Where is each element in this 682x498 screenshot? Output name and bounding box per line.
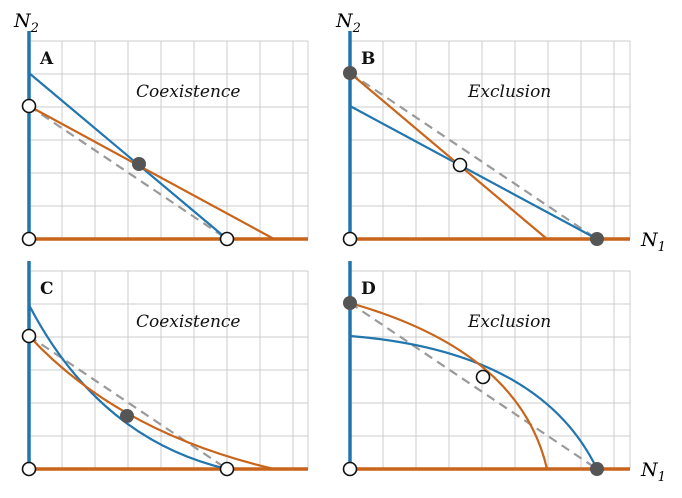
y-axis-label-top-right: N2 (335, 10, 361, 36)
x-axis-label-main: N (640, 229, 659, 251)
neutral-line (28, 105, 228, 240)
unstable-equilibrium (452, 157, 468, 173)
stable-equilibrium (590, 462, 604, 476)
neutral-line (28, 335, 228, 470)
panel-b: B Exclusion (342, 31, 631, 247)
x-axis-label-sub: 1 (658, 240, 666, 255)
unstable-equilibrium (21, 98, 37, 114)
panel-c: C Coexistence (21, 261, 309, 477)
grid (349, 270, 631, 470)
y-axis-label-main: N (335, 10, 354, 32)
regime-label: Exclusion (467, 82, 551, 102)
panel-letter: C (40, 279, 54, 299)
x-axis-label-top: N1 (640, 229, 666, 255)
unstable-equilibrium (475, 369, 491, 385)
unstable-equilibrium (21, 231, 37, 247)
nullcline-species-1 (349, 334, 598, 470)
grid (349, 40, 631, 240)
stable-equilibrium (120, 409, 134, 423)
panel-d: D Exclusion (342, 261, 631, 477)
regime-label: Coexistence (136, 312, 240, 332)
panel-letter: B (361, 49, 375, 69)
x-axis-label-main: N (640, 459, 659, 481)
y-axis-label-sub: 2 (352, 21, 361, 36)
x-axis-label-bottom: N1 (640, 459, 666, 485)
regime-label: Exclusion (467, 312, 551, 332)
grid (28, 270, 309, 470)
unstable-equilibrium (21, 328, 37, 344)
unstable-equilibrium (342, 461, 358, 477)
panel-letter: A (39, 49, 54, 69)
nullcline-species-2 (28, 335, 275, 471)
neutral-line (349, 72, 598, 240)
nullcline-species-2 (28, 105, 275, 240)
x-axis-label-sub: 1 (658, 470, 666, 485)
y-axis-label-top-left: N2 (13, 10, 39, 36)
nullcline-species-1 (28, 72, 228, 240)
regime-label: Coexistence (136, 82, 240, 102)
unstable-equilibrium (342, 231, 358, 247)
stable-equilibrium (343, 296, 357, 310)
stable-equilibrium (343, 66, 357, 80)
unstable-equilibrium (219, 231, 235, 247)
nullcline-species-1 (28, 304, 228, 471)
nullcline-species-2 (349, 301, 549, 470)
unstable-equilibrium (21, 461, 37, 477)
panel-letter: D (361, 279, 376, 299)
y-axis-label-main: N (13, 10, 32, 32)
y-axis-label-sub: 2 (30, 21, 39, 36)
neutral-line (349, 302, 598, 470)
nullcline-species-1 (349, 105, 598, 240)
nullcline-species-2 (349, 72, 548, 240)
stable-equilibrium (590, 232, 604, 246)
stable-equilibrium (132, 157, 146, 171)
panel-a: A Coexistence (21, 31, 309, 247)
unstable-equilibrium (219, 461, 235, 477)
grid (28, 40, 309, 240)
